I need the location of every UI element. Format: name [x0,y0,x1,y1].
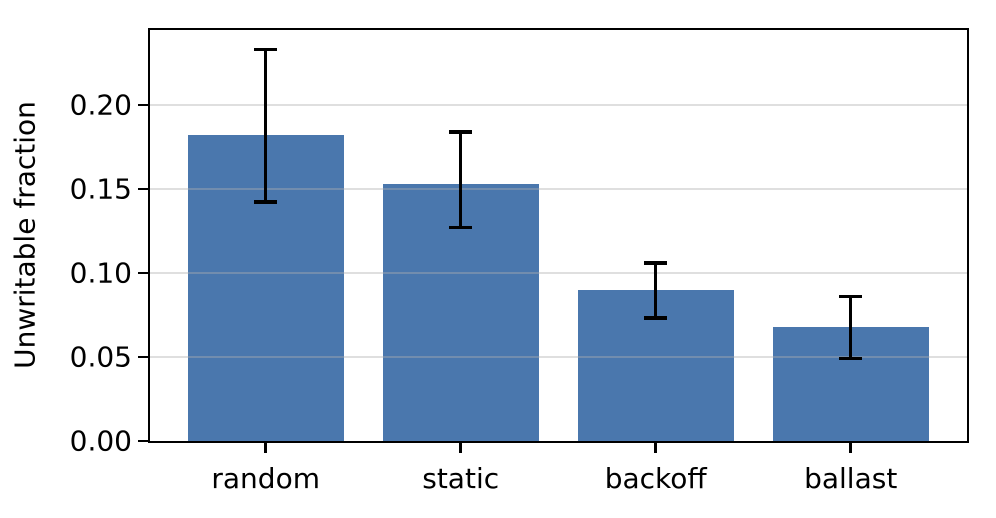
x-tick-label-backoff: backoff [604,462,707,495]
y-axis-label: Unwritable fraction [8,101,42,369]
x-tick-mark [459,443,462,453]
x-tick-label-ballast: ballast [804,462,898,495]
y-tick-label: 0.05 [69,340,132,374]
x-tick-label-static: static [422,462,500,495]
y-tick-label: 0.10 [69,256,132,290]
plot-area [148,28,969,443]
gridline [150,103,967,106]
error-bar-cap-bottom [254,200,278,204]
y-tick-label: 0.15 [69,172,132,206]
error-bar-line [263,49,268,203]
y-tick-mark [138,103,148,106]
x-tick-label-random: random [211,462,320,495]
y-tick-label: 0.20 [69,88,132,122]
x-tick-mark [264,443,267,453]
gridline [150,355,967,358]
error-bar-cap-bottom [839,356,863,361]
y-tick-mark [138,187,148,190]
y-tick-mark [138,440,148,442]
gridline [150,271,967,274]
x-tick-mark [654,443,657,453]
error-bar-line [458,131,463,228]
error-bar-cap-bottom [644,316,668,320]
error-bar-cap-top [254,47,278,52]
x-tick-mark [849,443,852,453]
y-tick-mark [138,271,148,274]
error-bar-line [848,296,853,359]
error-bar-cap-top [449,130,473,134]
error-bar-cap-top [644,261,668,265]
y-tick-label: 0.00 [69,424,132,458]
error-bar-line [653,262,658,319]
error-bar-cap-top [839,294,863,299]
gridline [150,187,967,190]
error-bar-cap-bottom [449,225,473,230]
y-tick-mark [138,355,148,358]
